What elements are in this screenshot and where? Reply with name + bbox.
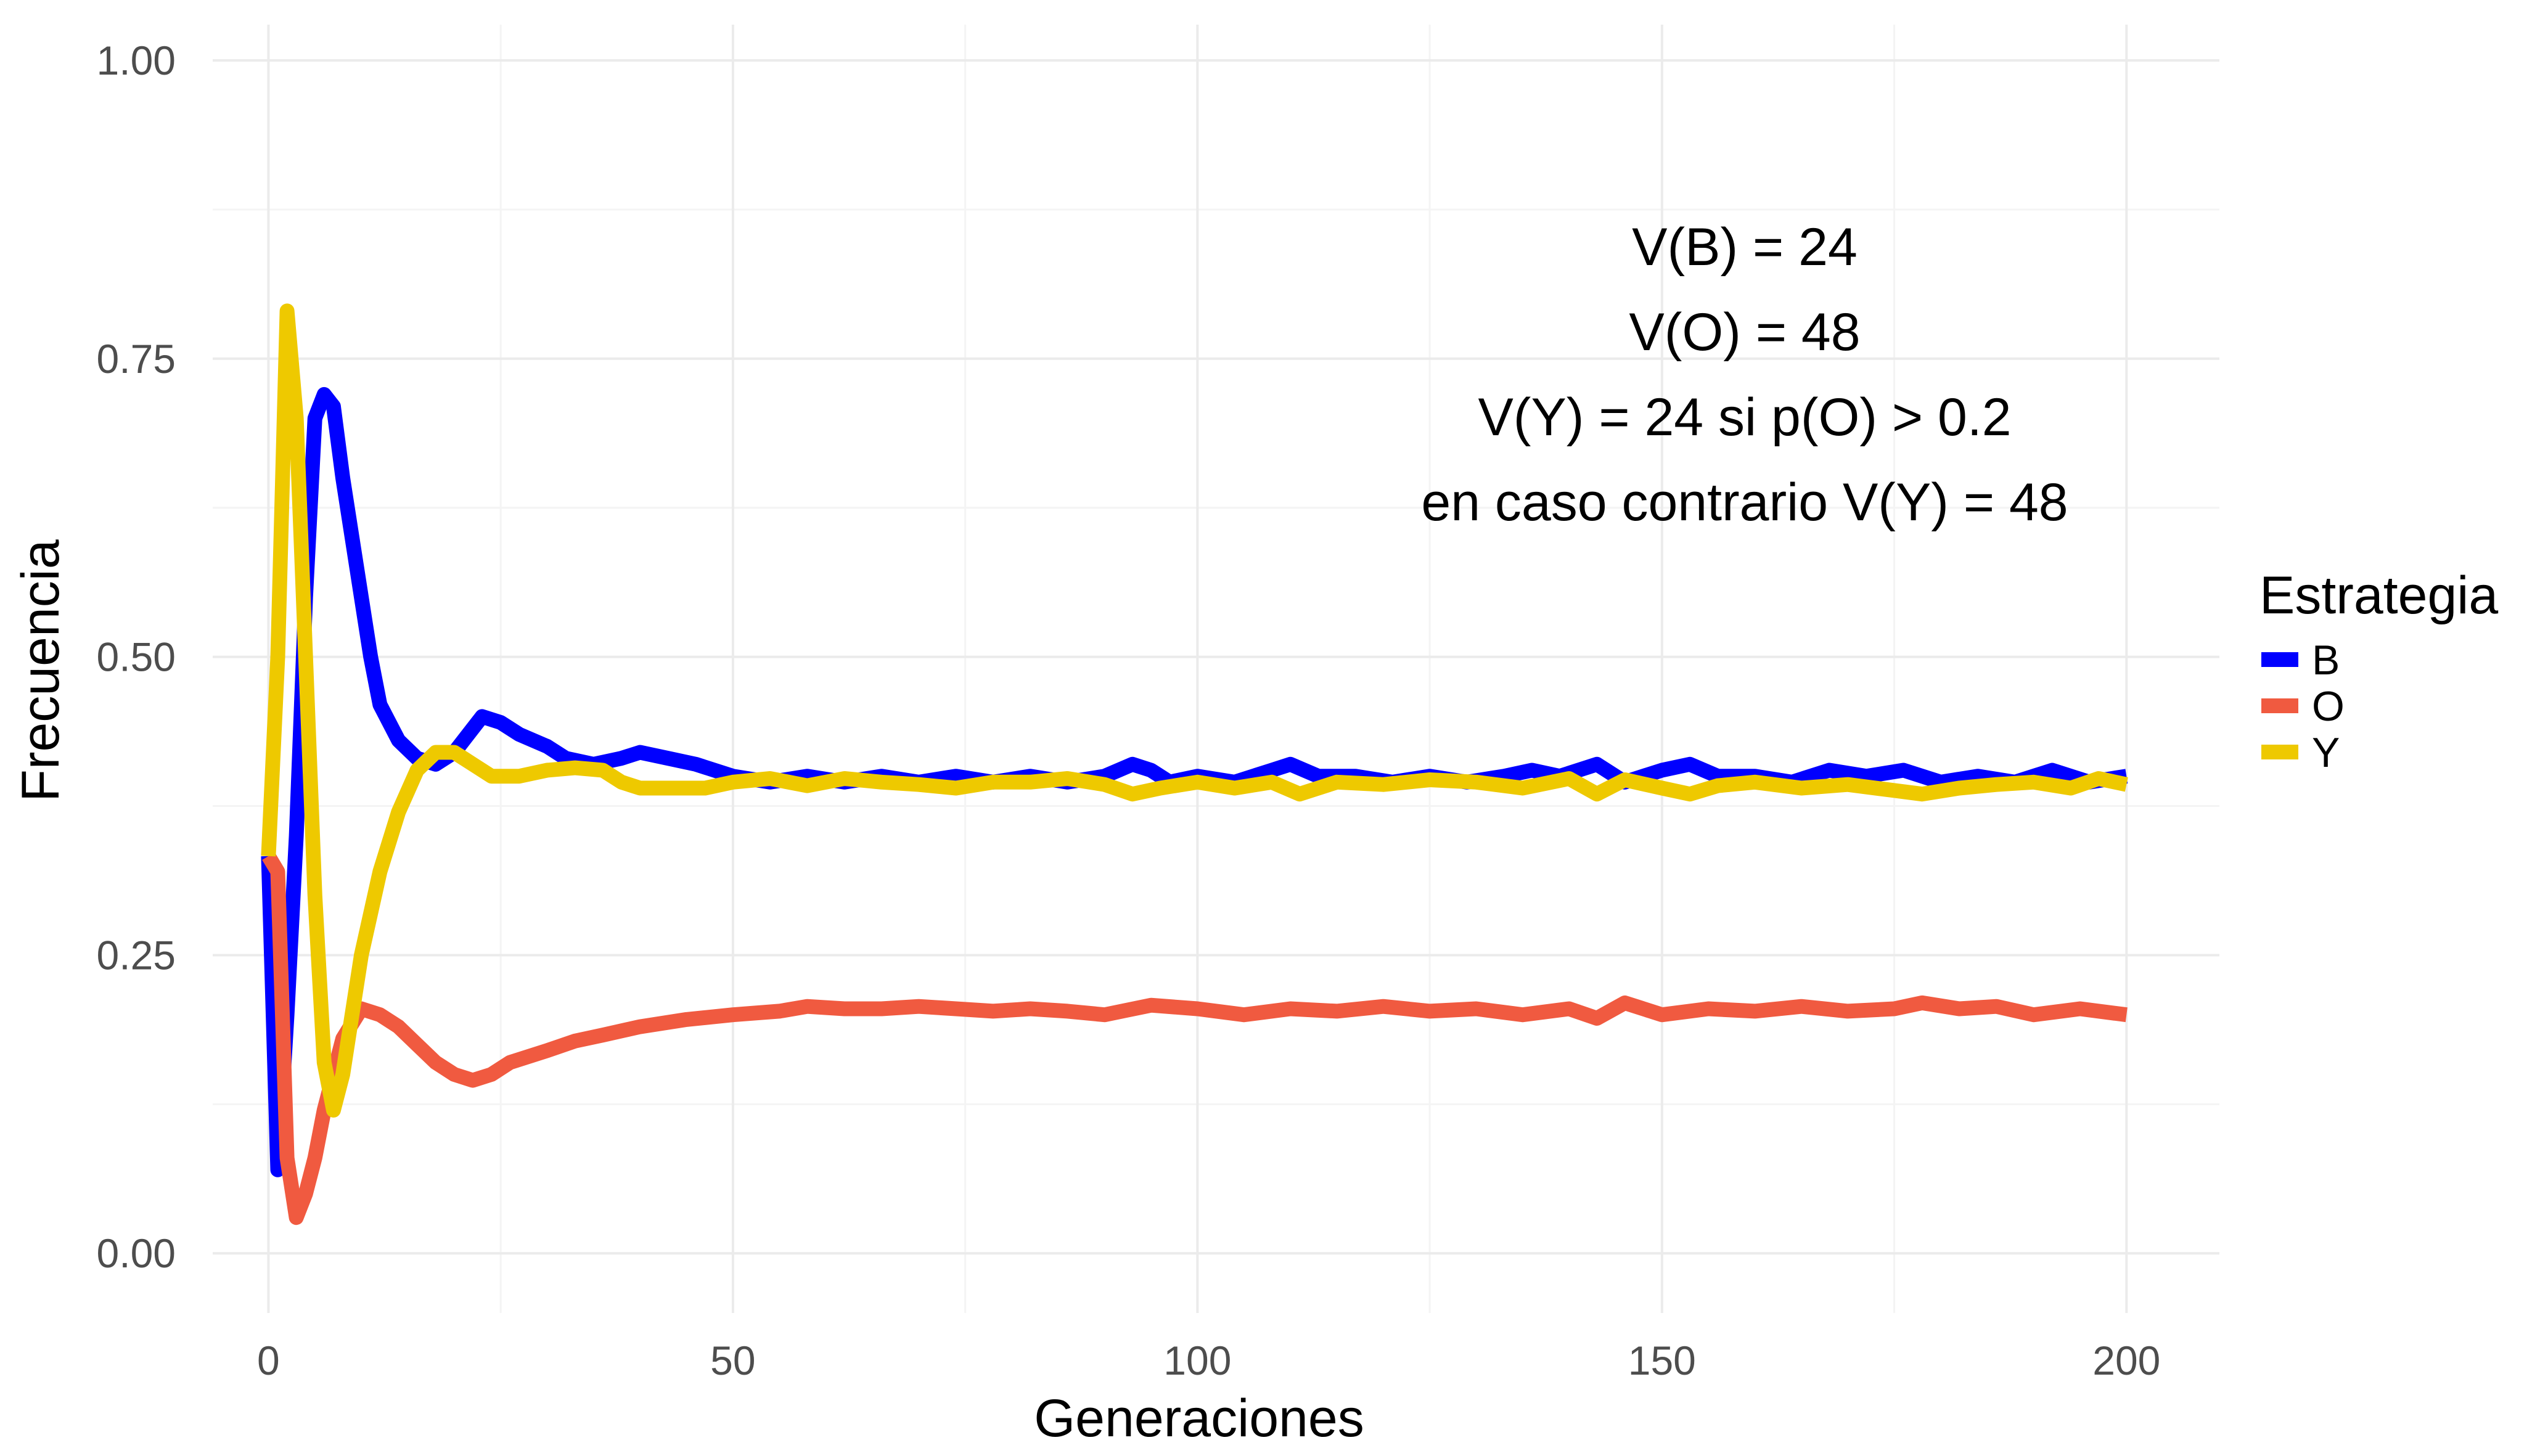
y-tick-label: 0.25 xyxy=(97,932,176,978)
annotation-line-4: en caso contrario V(Y) = 48 xyxy=(1421,473,2068,532)
x-tick-label: 100 xyxy=(1163,1338,1231,1383)
series-lines xyxy=(261,303,2128,1225)
y-tick-label: 0.75 xyxy=(97,336,176,382)
x-tick-labels: 0 50 100 150 200 xyxy=(257,1338,2160,1383)
x-tick-label: 50 xyxy=(710,1338,755,1383)
y-tick-label: 0.00 xyxy=(97,1230,176,1276)
y-tick-labels: 0.00 0.25 0.50 0.75 1.00 xyxy=(97,38,176,1276)
x-tick-label: 0 xyxy=(257,1338,280,1383)
legend: Estrategia BOY xyxy=(2259,566,2498,776)
legend-label-y: Y xyxy=(2312,729,2340,776)
legend-label-b: B xyxy=(2312,637,2340,684)
annotation-line-3: V(Y) = 24 si p(O) > 0.2 xyxy=(1478,388,2011,447)
legend-items: BOY xyxy=(2261,637,2345,776)
annotation-line-2: V(O) = 48 xyxy=(1629,303,1860,362)
legend-label-o: O xyxy=(2312,683,2345,730)
y-tick-label: 0.50 xyxy=(97,634,176,680)
annotation-block: V(B) = 24 V(O) = 48 V(Y) = 24 si p(O) > … xyxy=(1421,218,2068,532)
series-line-o xyxy=(262,852,2128,1225)
grid xyxy=(213,25,2219,1313)
y-axis-title: Frecuencia xyxy=(11,539,70,802)
x-tick-label: 150 xyxy=(1628,1338,1696,1383)
annotation-line-1: V(B) = 24 xyxy=(1632,218,1858,277)
x-tick-label: 200 xyxy=(2092,1338,2160,1383)
legend-title: Estrategia xyxy=(2259,566,2498,625)
x-axis-title: Generaciones xyxy=(1034,1389,1364,1448)
y-tick-label: 1.00 xyxy=(97,38,176,83)
series-line-y xyxy=(261,303,2128,1118)
